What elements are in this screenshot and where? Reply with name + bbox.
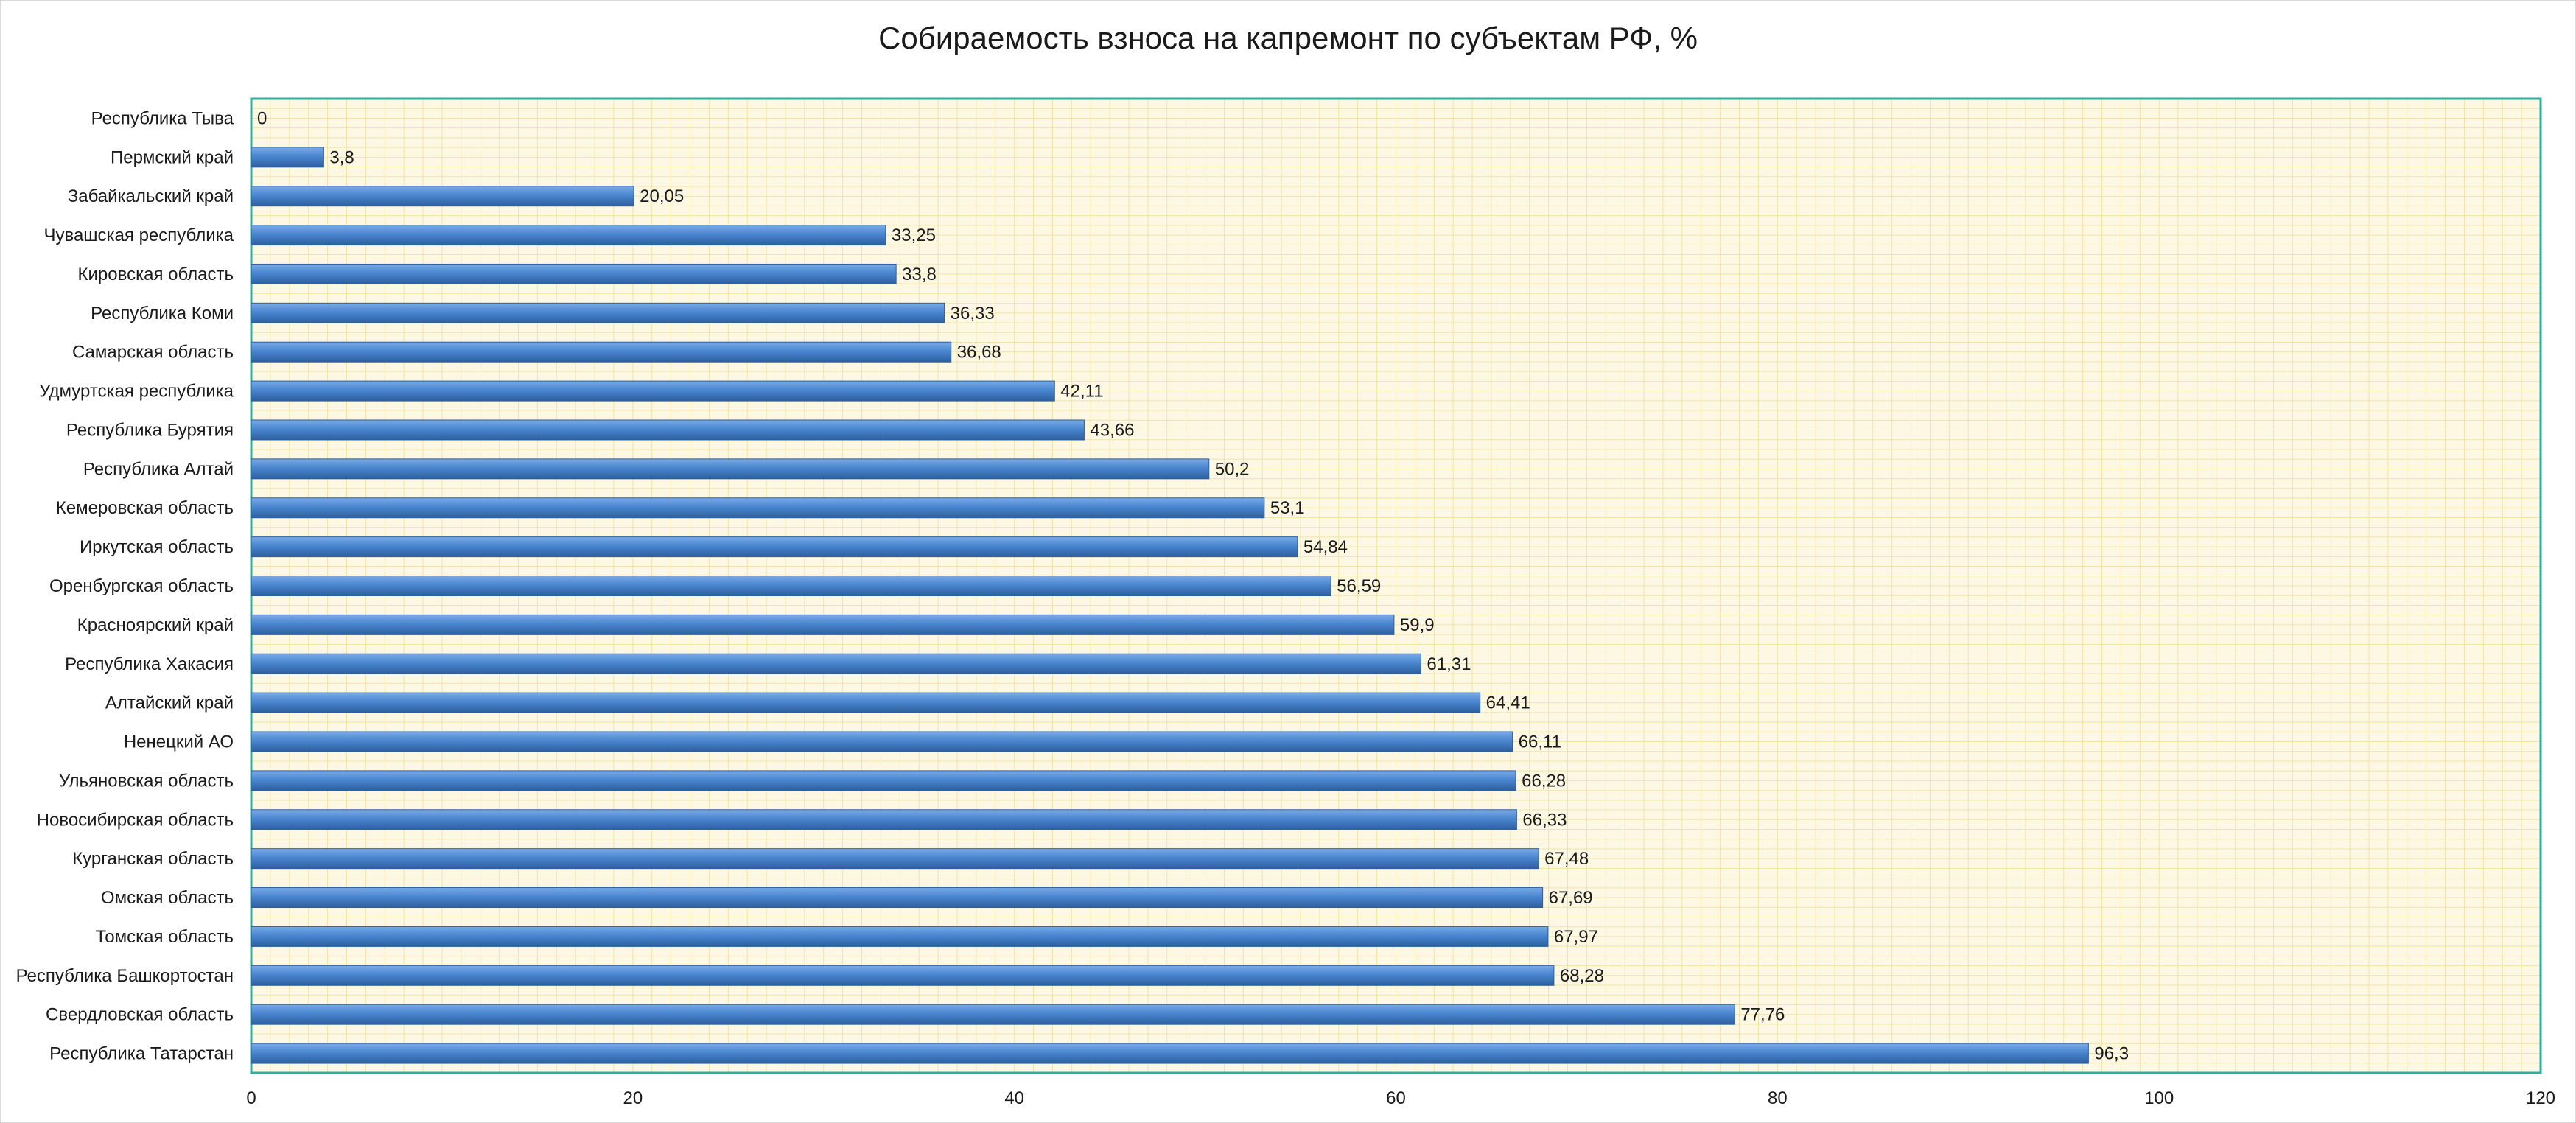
value-label: 43,66	[1090, 420, 1134, 440]
category-label: Новосибирская область	[37, 810, 234, 830]
value-label: 61,31	[1427, 654, 1471, 674]
value-label: 3,8	[329, 147, 354, 167]
category-label: Ульяновская область	[59, 771, 234, 791]
bar	[251, 653, 1421, 674]
bar	[251, 147, 324, 168]
bar	[251, 965, 1555, 986]
category-label: Чувашская республика	[43, 225, 234, 245]
bar	[251, 497, 1265, 519]
bars	[251, 147, 2089, 1064]
bar	[251, 614, 1395, 635]
value-label: 66,33	[1522, 810, 1567, 830]
x-tick-label: 80	[1768, 1088, 1788, 1108]
value-label: 42,11	[1060, 382, 1103, 402]
category-label: Республика Татарстан	[49, 1044, 234, 1064]
category-label: Республика Хакасия	[65, 654, 234, 674]
x-axis-ticks: 0 20 40 60 80 100 120	[246, 1088, 2555, 1108]
chart-title: Собираемость взноса на капремонт по субъ…	[878, 21, 1698, 55]
bar	[251, 225, 886, 246]
category-labels: Республика Тыва Пермский край Забайкальски…	[16, 108, 234, 1063]
value-label: 33,25	[892, 225, 936, 245]
category-label: Республика Башкортостан	[16, 966, 234, 986]
value-label: 33,8	[902, 265, 937, 284]
value-label: 36,68	[957, 343, 1001, 363]
x-tick-label: 20	[623, 1088, 643, 1108]
category-label: Республика Бурятия	[66, 420, 234, 440]
value-label: 67,69	[1549, 888, 1593, 908]
value-label: 66,28	[1522, 771, 1566, 791]
bar	[251, 263, 897, 284]
value-label: 68,28	[1560, 966, 1604, 986]
bar	[251, 809, 1517, 830]
bar	[251, 887, 1544, 909]
category-label: Оренбургская область	[49, 576, 234, 596]
bar	[251, 731, 1513, 752]
category-label: Кировская область	[78, 265, 234, 284]
value-label: 64,41	[1486, 693, 1530, 713]
value-label: 56,59	[1337, 576, 1381, 596]
bar	[251, 926, 1549, 947]
bar	[251, 419, 1085, 441]
category-label: Алтайский край	[105, 693, 234, 713]
category-label: Республика Коми	[91, 304, 234, 323]
bar	[251, 380, 1055, 402]
x-tick-label: 60	[1386, 1088, 1406, 1108]
category-label: Томская область	[95, 927, 234, 947]
bar	[251, 186, 634, 207]
value-label: 67,48	[1544, 849, 1589, 869]
bar	[251, 848, 1539, 870]
value-label: 36,33	[951, 304, 995, 323]
category-label: Забайкальский край	[68, 186, 234, 206]
bar	[251, 458, 1210, 480]
value-label: 59,9	[1400, 615, 1435, 635]
x-tick-label: 120	[2526, 1088, 2555, 1108]
category-label: Иркутская область	[80, 537, 234, 557]
bar	[251, 536, 1298, 558]
x-tick-label: 40	[1004, 1088, 1024, 1108]
bar	[251, 770, 1516, 791]
category-label: Красноярский край	[77, 615, 234, 635]
category-label: Удмуртская республика	[39, 382, 234, 402]
bar	[251, 576, 1331, 596]
bar	[251, 1004, 1735, 1025]
category-label: Республика Тыва	[91, 108, 234, 128]
value-label: 54,84	[1303, 537, 1348, 557]
value-label: 53,1	[1270, 498, 1305, 518]
category-label: Пермский край	[111, 147, 234, 167]
value-labels: 0 3,8 20,05 33,25 33,8 36,33 36,68 42,11 43,66 50…	[257, 108, 2129, 1063]
bar	[251, 341, 952, 363]
value-label: 0	[257, 108, 267, 128]
value-label: 20,05	[640, 186, 684, 206]
value-label: 66,11	[1519, 732, 1561, 752]
bar	[251, 1043, 2089, 1064]
value-label: 50,2	[1215, 459, 1250, 479]
category-label: Омская область	[101, 888, 234, 908]
bar	[251, 302, 945, 323]
category-label: Кемеровская область	[56, 498, 234, 518]
value-label: 96,3	[2094, 1044, 2129, 1064]
x-tick-label: 100	[2144, 1088, 2174, 1108]
category-label: Свердловская область	[46, 1005, 234, 1025]
category-label: Курганская область	[72, 849, 234, 869]
category-label: Республика Алтай	[83, 459, 234, 479]
value-label: 77,76	[1740, 1005, 1785, 1025]
category-label: Ненецкий АО	[124, 732, 234, 752]
value-label: 67,97	[1554, 927, 1598, 947]
bar	[251, 692, 1481, 713]
category-label: Самарская область	[72, 343, 234, 363]
x-tick-label: 0	[246, 1088, 256, 1108]
